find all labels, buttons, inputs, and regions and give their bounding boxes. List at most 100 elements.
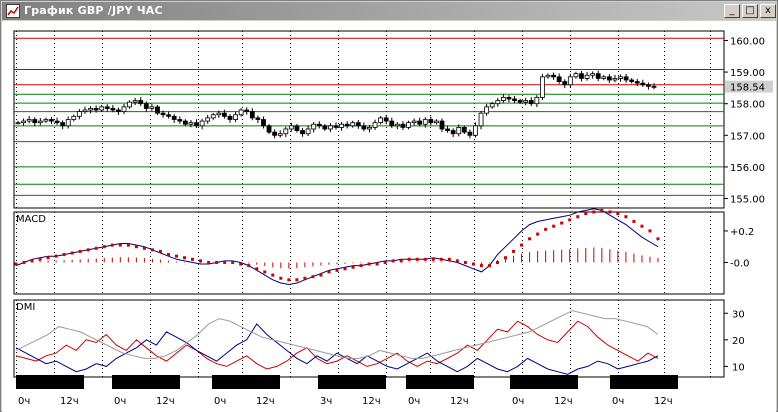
candle-body-42 <box>249 111 255 119</box>
signal-dot-13 <box>118 243 122 247</box>
hour-label-a-5: 0ч <box>512 396 524 407</box>
candle-body-52 <box>305 128 311 135</box>
signal-dot-72 <box>592 210 596 214</box>
maximize-button[interactable]: □ <box>742 4 758 18</box>
signal-dot-29 <box>247 264 251 268</box>
candle-body-57 <box>333 125 339 128</box>
signal-dot-66 <box>544 227 548 231</box>
date-tag-0: 30.10.2013 <box>21 378 78 389</box>
candle-body-47 <box>277 133 283 136</box>
candle-body-20 <box>127 101 132 108</box>
candle-body-17 <box>110 108 116 111</box>
candle-body-95 <box>545 74 551 78</box>
price-ytick-label-2: 158.00 <box>730 100 765 111</box>
candle-body-8 <box>60 122 66 127</box>
signal-dot-53 <box>439 257 443 261</box>
candle-body-97 <box>556 76 562 82</box>
hour-label-b-6: 12ч <box>654 396 673 407</box>
candle-body-48 <box>283 128 289 135</box>
signal-dot-14 <box>126 243 130 247</box>
signal-dot-17 <box>150 248 154 252</box>
candle-body-70 <box>406 122 411 128</box>
candle-body-67 <box>389 120 395 127</box>
signal-dot-35 <box>295 278 299 282</box>
signal-dot-8 <box>78 249 82 253</box>
date-tag-bg-3 <box>318 375 386 389</box>
candle-body-74 <box>428 119 434 124</box>
candle-body-55 <box>322 125 328 130</box>
signal-dot-34 <box>287 278 291 282</box>
signal-dot-67 <box>552 224 556 228</box>
candle-body-62 <box>361 125 367 130</box>
candle-body-14 <box>93 108 99 111</box>
signal-dot-54 <box>447 257 451 261</box>
signal-dot-52 <box>431 257 435 261</box>
signal-dot-27 <box>231 260 235 264</box>
candle-body-56 <box>328 125 333 130</box>
candle-body-36 <box>216 112 222 116</box>
signal-dot-57 <box>471 262 475 266</box>
chart-area[interactable]: 160.00 159.00 158.00 157.00 156.00 155.00 158.… <box>2 21 776 412</box>
signal-dot-5 <box>54 254 58 258</box>
candle-body-77 <box>445 128 450 131</box>
candle-body-59 <box>344 123 350 127</box>
candle-body-5 <box>43 119 49 122</box>
signal-dot-7 <box>70 251 74 255</box>
candle-body-18 <box>116 109 121 112</box>
date-tag-5: 6.11.2013 <box>519 378 570 389</box>
candle-body-112 <box>640 82 646 86</box>
signal-dot-47 <box>391 259 395 263</box>
candle-body-75 <box>434 120 439 124</box>
candle-body-27 <box>166 114 172 117</box>
signal-dot-70 <box>576 215 580 219</box>
candle-body-61 <box>355 122 361 127</box>
chart-canvas: 160.00 159.00 158.00 157.00 156.00 155.00 158.… <box>13 30 773 407</box>
candle-body-23 <box>143 103 149 109</box>
signal-dot-43 <box>359 264 363 268</box>
candle-body-44 <box>261 119 266 127</box>
candle-body-91 <box>523 100 529 103</box>
signal-dot-68 <box>560 221 564 225</box>
signal-dot-80 <box>656 237 660 241</box>
candle-body-103 <box>590 73 596 76</box>
signal-dot-49 <box>407 257 411 261</box>
candle-body-22 <box>138 100 144 105</box>
signal-dot-31 <box>263 270 267 274</box>
signal-dot-40 <box>335 268 339 272</box>
candle-body-85 <box>489 103 495 108</box>
date-tag-6: 7.11.2013 <box>619 378 670 389</box>
candle-body-28 <box>171 115 177 120</box>
candle-body-51 <box>300 130 305 135</box>
title-bar[interactable]: График GBP /JPY ЧАС _ □ x <box>2 2 776 20</box>
candle-body-7 <box>54 120 60 124</box>
signal-dot-21 <box>183 256 187 260</box>
candle-body-99 <box>567 76 573 86</box>
signal-dot-37 <box>311 275 315 279</box>
candle-body-11 <box>76 111 82 117</box>
hour-label-b-3: 12ч <box>362 396 381 407</box>
candle-body-63 <box>367 127 372 130</box>
candle-body-65 <box>378 117 384 124</box>
signal-dot-51 <box>423 257 427 261</box>
hour-label-a-2: 0ч <box>214 396 226 407</box>
signal-dot-42 <box>351 265 355 269</box>
candle-body-46 <box>272 131 278 136</box>
date-tag-2: 1.11.2013 <box>221 378 272 389</box>
minimize-button[interactable]: _ <box>724 4 740 18</box>
candle-body-100 <box>573 73 579 78</box>
candle-body-49 <box>288 125 294 130</box>
candle-body-90 <box>517 100 523 103</box>
signal-dot-15 <box>134 245 138 249</box>
dmi-minus-line <box>15 323 659 375</box>
signal-dot-10 <box>94 246 98 250</box>
candle-body-24 <box>149 106 155 109</box>
close-button[interactable]: x <box>760 4 776 18</box>
signal-dot-26 <box>223 260 227 264</box>
candle-body-38 <box>227 115 233 120</box>
dmi-plus-line <box>15 320 659 370</box>
candle-body-82 <box>473 125 478 136</box>
date-tag-4: 5.11.2013 <box>415 378 466 389</box>
candle-body-13 <box>88 108 93 111</box>
signal-dot-30 <box>255 267 259 271</box>
signal-dot-56 <box>463 260 467 264</box>
